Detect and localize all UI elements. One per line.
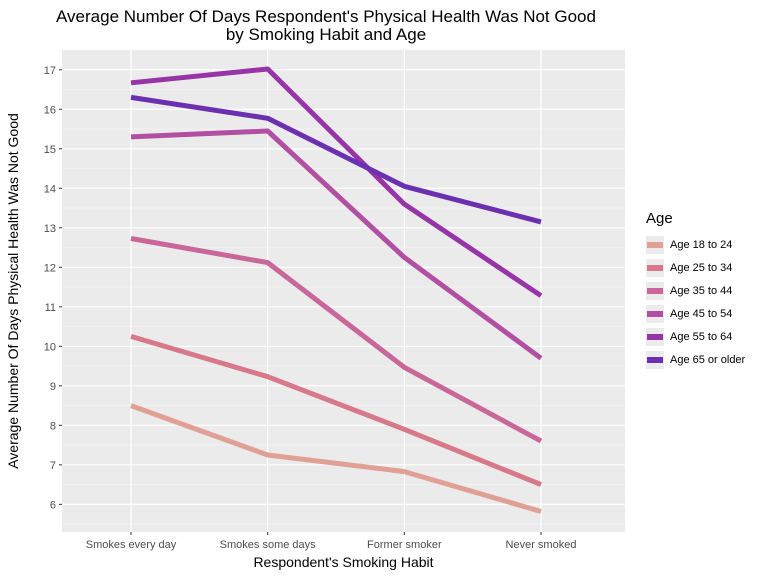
y-tick-label: 16 bbox=[44, 104, 56, 116]
x-tick-label: Smokes some days bbox=[220, 539, 316, 551]
legend-swatch bbox=[647, 310, 663, 317]
series-line bbox=[130, 94, 542, 225]
legend-item: Age 35 to 44 bbox=[646, 279, 764, 302]
y-tick-label: 6 bbox=[50, 499, 56, 511]
legend: Age Age 18 to 24 Age 25 to 34 Age 35 to 44… bbox=[646, 210, 764, 371]
legend-key bbox=[646, 327, 664, 346]
y-tick-label: 15 bbox=[44, 144, 56, 156]
legend-key bbox=[646, 304, 664, 323]
legend-label: Age 55 to 64 bbox=[670, 330, 733, 343]
series-line bbox=[130, 66, 543, 298]
legend-key bbox=[646, 235, 664, 254]
legend-item: Age 18 to 24 bbox=[646, 233, 764, 256]
legend-key bbox=[646, 258, 664, 277]
legend-label: Age 25 to 34 bbox=[670, 261, 733, 274]
y-tick-label: 9 bbox=[50, 381, 56, 393]
x-tick-label: Smokes every day bbox=[86, 539, 177, 551]
legend-label: Age 65 or older bbox=[670, 353, 746, 366]
legend-key bbox=[646, 350, 664, 369]
series-line bbox=[130, 128, 543, 361]
legend-label: Age 18 to 24 bbox=[670, 238, 733, 251]
legend-swatch bbox=[647, 356, 663, 363]
series-line bbox=[130, 403, 542, 514]
y-tick-label: 12 bbox=[44, 262, 56, 274]
y-tick-label: 10 bbox=[44, 341, 56, 353]
y-tick-label: 8 bbox=[50, 420, 56, 432]
series-line bbox=[130, 236, 543, 444]
legend-item: Age 25 to 34 bbox=[646, 256, 764, 279]
chart-subtitle: by Smoking Habit and Age bbox=[225, 25, 427, 44]
legend-swatch bbox=[647, 333, 663, 340]
series-line bbox=[130, 334, 542, 487]
y-tick-label: 11 bbox=[45, 302, 56, 314]
legend-label: Age 45 to 54 bbox=[670, 307, 733, 320]
y-tick-label: 14 bbox=[44, 183, 56, 195]
y-tick-label: 13 bbox=[44, 223, 56, 235]
y-axis-title: Average Number Of Days Physical Health W… bbox=[5, 113, 21, 469]
x-axis-title: Respondent's Smoking Habit bbox=[253, 554, 433, 570]
legend-item: Age 45 to 54 bbox=[646, 302, 764, 325]
legend-item: Age 55 to 64 bbox=[646, 325, 764, 348]
legend-swatch bbox=[647, 287, 663, 294]
x-tick-label: Never smoked bbox=[506, 539, 577, 551]
chart-title: Average Number Of Days Respondent's Phys… bbox=[56, 7, 596, 26]
legend-item: Age 65 or older bbox=[646, 348, 764, 371]
x-tick-label: Former smoker bbox=[367, 539, 442, 551]
legend-label: Age 35 to 44 bbox=[670, 284, 733, 297]
y-tick-label: 17 bbox=[44, 65, 56, 77]
legend-key bbox=[646, 281, 664, 300]
legend-swatch bbox=[647, 241, 663, 248]
legend-swatch bbox=[647, 264, 663, 271]
legend-title: Age bbox=[646, 210, 673, 227]
y-tick-label: 7 bbox=[50, 460, 56, 472]
